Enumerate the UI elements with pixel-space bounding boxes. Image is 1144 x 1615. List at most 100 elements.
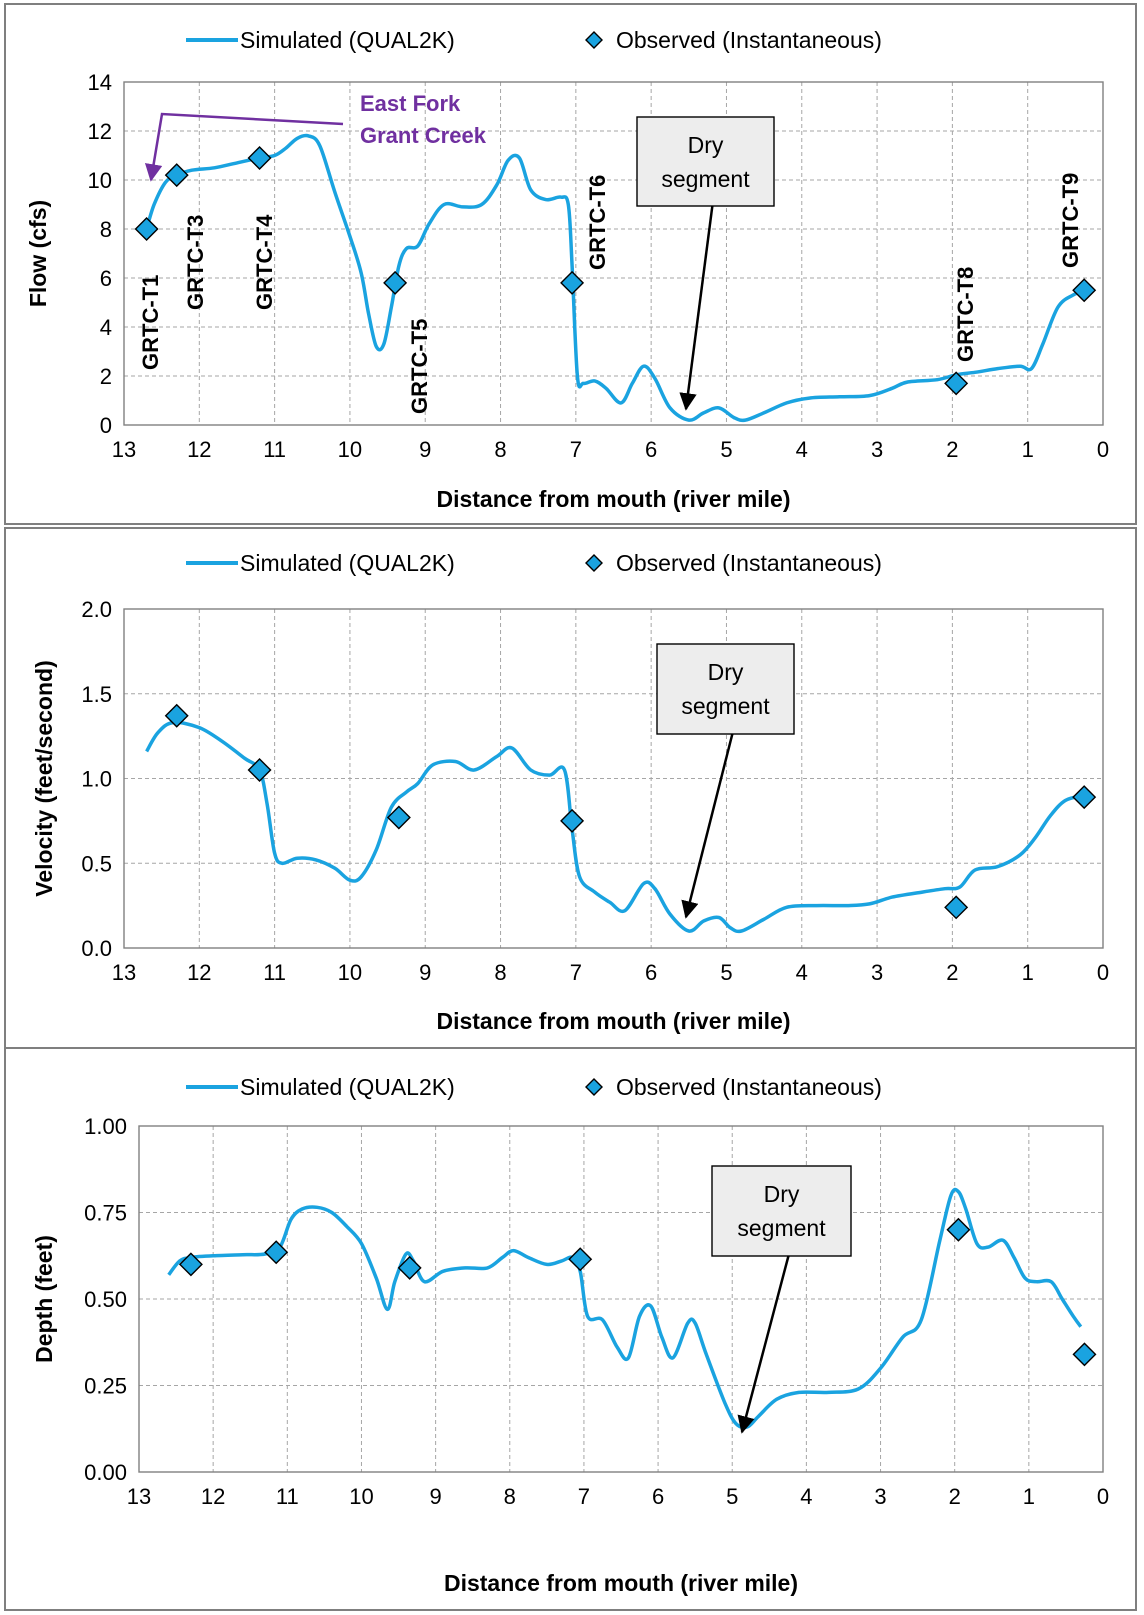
x-tick-label: 5: [726, 1484, 738, 1509]
callout-text-line1: Dry: [708, 659, 744, 685]
legend-label-observed: Observed (Instantaneous): [616, 550, 882, 576]
x-tick-label: 10: [338, 960, 362, 985]
observed-point: [383, 270, 408, 295]
x-axis-title: Distance from mouth (river mile): [436, 486, 790, 512]
station-labels: GRTC-T1 GRTC-T3 GRTC-T4 GRTC-T5 GRTC-T6 GRTC-…: [138, 173, 1083, 414]
observed-point: [560, 808, 585, 833]
x-tick-label: 2: [949, 1484, 961, 1509]
y-axis-title: Velocity (feet/second): [31, 660, 57, 896]
tributary-label-line1: East Fork: [360, 91, 461, 116]
callout-box: [711, 1165, 852, 1257]
panel-frame-2: [4, 527, 1137, 1049]
y-tick-label: 1.00: [84, 1114, 127, 1139]
observed-point: [944, 895, 969, 920]
legend-label-simulated: Simulated (QUAL2K): [240, 1074, 455, 1100]
y-tick-label: 1.0: [81, 767, 112, 792]
callout-text-line2: segment: [737, 1215, 826, 1241]
dry-segment-callout: Dry segment: [711, 1165, 852, 1434]
callout-text-line2: segment: [681, 693, 770, 719]
y-tick-label: 0.5: [81, 851, 112, 876]
tributary-arrow: [144, 112, 344, 182]
legend-diamond-swatch: [585, 554, 603, 572]
x-tick-label: 11: [263, 437, 286, 462]
x-tick-label: 4: [796, 960, 808, 985]
legend: Simulated (QUAL2K) Observed (Instantaneou…: [186, 27, 882, 53]
x-tick-label: 0: [1097, 960, 1109, 985]
callout-box: [636, 116, 775, 207]
y-axis-title: Depth (feet): [31, 1235, 57, 1363]
x-tick-label: 13: [127, 1484, 151, 1509]
observed-point: [264, 1240, 289, 1265]
observed-point: [164, 163, 189, 188]
observed-point: [178, 1252, 203, 1277]
y-tick-label: 0: [100, 413, 112, 438]
observed-point: [1072, 785, 1097, 810]
x-tick-label: 7: [570, 960, 582, 985]
dry-segment-callout: Dry segment: [656, 643, 795, 919]
simulated-line: [167, 1187, 1083, 1430]
x-tick-label: 5: [720, 437, 732, 462]
simulated-line: [144, 133, 1087, 423]
x-tick-label: 12: [187, 437, 211, 462]
observed-markers: [164, 703, 1097, 920]
x-tick-label: 6: [645, 960, 657, 985]
y-tick-label: 0.25: [84, 1374, 127, 1399]
legend: Simulated (QUAL2K) Observed (Instantaneou…: [186, 550, 882, 576]
x-tick-label: 7: [578, 1484, 590, 1509]
plot-area: [123, 608, 1104, 949]
observed-point: [397, 1255, 422, 1280]
x-tick-label: 3: [871, 960, 883, 985]
x-tick-label: 5: [720, 960, 732, 985]
x-tick-label: 1: [1022, 437, 1034, 462]
legend-label-simulated: Simulated (QUAL2K): [240, 550, 455, 576]
x-tick-label: 8: [494, 960, 506, 985]
callout-text-line2: segment: [661, 166, 750, 192]
station-label: GRTC-T4: [252, 214, 277, 310]
x-tick-label: 6: [652, 1484, 664, 1509]
x-tick-label: 4: [800, 1484, 812, 1509]
observed-markers: [178, 1217, 1097, 1367]
x-tick-label: 9: [419, 960, 431, 985]
chart-panel-3: 13 12 11 10 9 8 7 6 5 4 3 2 1 00.000.250.500.751.00Di…: [31, 1074, 1109, 1596]
panel-frame-3: [4, 1047, 1137, 1611]
station-label: GRTC-T6: [585, 175, 610, 270]
y-tick-label: 10: [88, 168, 112, 193]
station-label: GRTC-T5: [407, 319, 432, 414]
station-label: GRTC-T3: [183, 215, 208, 310]
x-axis-title: Distance from mouth (river mile): [444, 1570, 798, 1596]
x-tick-label: 10: [338, 437, 362, 462]
x-tick-label: 0: [1097, 1484, 1109, 1509]
station-label: GRTC-T1: [138, 275, 163, 370]
x-tick-label: 11: [263, 960, 286, 985]
observed-point: [1072, 278, 1097, 303]
x-tick-label: 12: [201, 1484, 225, 1509]
x-tick-label: 1: [1023, 1484, 1035, 1509]
x-tick-label: 6: [645, 437, 657, 462]
x-tick-label: 8: [504, 1484, 516, 1509]
x-axis-title: Distance from mouth (river mile): [436, 1008, 790, 1034]
observed-point: [1072, 1342, 1097, 1367]
x-tick-label: 10: [349, 1484, 373, 1509]
y-tick-label: 14: [88, 70, 112, 95]
legend-diamond-swatch: [585, 31, 603, 49]
y-axis-title: Flow (cfs): [25, 200, 51, 307]
legend-label-observed: Observed (Instantaneous): [616, 27, 882, 53]
panel-frames: [4, 3, 1137, 1611]
callout-arrow: [737, 1255, 790, 1434]
callout-arrow: [679, 205, 714, 411]
x-tick-label: 12: [187, 960, 211, 985]
callout-text-line1: Dry: [688, 132, 724, 158]
x-tick-label: 7: [570, 437, 582, 462]
legend: Simulated (QUAL2K) Observed (Instantaneou…: [186, 1074, 882, 1100]
observed-markers: [134, 145, 1097, 396]
legend-label-simulated: Simulated (QUAL2K): [240, 27, 455, 53]
x-tick-label: 13: [112, 437, 136, 462]
observed-point: [247, 145, 272, 170]
observed-point: [568, 1247, 593, 1272]
x-tick-label: 11: [276, 1484, 299, 1509]
tributary-annotation: East Fork Grant Creek: [144, 91, 487, 182]
y-tick-label: 2.0: [81, 597, 112, 622]
